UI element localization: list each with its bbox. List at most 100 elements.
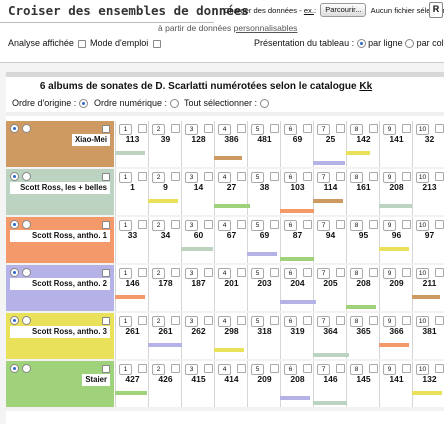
select-all-radio[interactable] (259, 99, 269, 109)
order-numeric-radio[interactable] (169, 99, 179, 109)
cell-checkbox[interactable] (369, 316, 378, 325)
sonata-cell[interactable]: 2 34 (148, 217, 182, 263)
album-numeric-radio[interactable] (22, 124, 31, 133)
cell-checkbox[interactable] (303, 124, 312, 133)
album-numeric-radio[interactable] (22, 172, 31, 181)
cell-checkbox[interactable] (171, 364, 180, 373)
sonata-cell[interactable]: 1 427 (115, 361, 149, 407)
sonata-cell[interactable]: 3 128 (181, 121, 215, 167)
cell-checkbox[interactable] (369, 364, 378, 373)
sonata-cell[interactable]: 10 211 (412, 265, 444, 311)
sonata-cell[interactable]: 2 426 (148, 361, 182, 407)
sonata-cell[interactable]: 6 103 (280, 169, 314, 215)
analyse-checkbox[interactable] (78, 39, 87, 48)
sonata-cell[interactable]: 2 178 (148, 265, 182, 311)
sonata-cell[interactable]: 5 69 (247, 217, 281, 263)
cell-checkbox[interactable] (270, 124, 279, 133)
cell-checkbox[interactable] (270, 220, 279, 229)
cell-checkbox[interactable] (138, 124, 147, 133)
cell-checkbox[interactable] (303, 364, 312, 373)
cell-checkbox[interactable] (204, 124, 213, 133)
cell-checkbox[interactable] (303, 220, 312, 229)
cell-checkbox[interactable] (369, 220, 378, 229)
sonata-cell[interactable]: 8 142 (346, 121, 380, 167)
album-checkbox[interactable] (102, 173, 110, 181)
sonata-cell[interactable]: 5 38 (247, 169, 281, 215)
cell-checkbox[interactable] (270, 172, 279, 181)
cell-checkbox[interactable] (435, 364, 444, 373)
sonata-cell[interactable]: 4 386 (214, 121, 248, 167)
sonata-cell[interactable]: 4 67 (214, 217, 248, 263)
cell-checkbox[interactable] (303, 268, 312, 277)
cell-checkbox[interactable] (237, 364, 246, 373)
par-colonne-radio[interactable] (405, 39, 415, 49)
sonata-cell[interactable]: 4 414 (214, 361, 248, 407)
sonata-cell[interactable]: 10 97 (412, 217, 444, 263)
sonata-cell[interactable]: 1 113 (115, 121, 149, 167)
sonata-cell[interactable]: 7 364 (313, 313, 347, 359)
sonata-cell[interactable]: 7 25 (313, 121, 347, 167)
sonata-cell[interactable]: 7 94 (313, 217, 347, 263)
cell-checkbox[interactable] (336, 316, 345, 325)
cell-checkbox[interactable] (204, 268, 213, 277)
cell-checkbox[interactable] (303, 316, 312, 325)
sonata-cell[interactable]: 3 14 (181, 169, 215, 215)
order-origin-radio[interactable] (78, 99, 88, 109)
catalogue-link[interactable]: Kk (359, 81, 373, 92)
album-origin-radio[interactable] (10, 172, 19, 181)
sonata-cell[interactable]: 4 27 (214, 169, 248, 215)
cell-checkbox[interactable] (402, 268, 411, 277)
cell-checkbox[interactable] (237, 220, 246, 229)
cell-checkbox[interactable] (237, 172, 246, 181)
cell-checkbox[interactable] (138, 172, 147, 181)
cell-checkbox[interactable] (402, 364, 411, 373)
cell-checkbox[interactable] (138, 316, 147, 325)
sonata-cell[interactable]: 5 203 (247, 265, 281, 311)
sonata-cell[interactable]: 7 114 (313, 169, 347, 215)
cell-checkbox[interactable] (270, 316, 279, 325)
par-ligne-radio[interactable] (356, 39, 366, 49)
cell-checkbox[interactable] (171, 268, 180, 277)
cell-checkbox[interactable] (204, 220, 213, 229)
sonata-cell[interactable]: 5 318 (247, 313, 281, 359)
cell-checkbox[interactable] (336, 268, 345, 277)
sonata-cell[interactable]: 5 481 (247, 121, 281, 167)
album-origin-radio[interactable] (10, 316, 19, 325)
album-numeric-radio[interactable] (22, 316, 31, 325)
album-checkbox[interactable] (102, 125, 110, 133)
sonata-cell[interactable]: 8 95 (346, 217, 380, 263)
sonata-cell[interactable]: 9 209 (379, 265, 413, 311)
cell-checkbox[interactable] (171, 220, 180, 229)
sonata-cell[interactable]: 9 96 (379, 217, 413, 263)
cell-checkbox[interactable] (171, 172, 180, 181)
sonata-cell[interactable]: 3 60 (181, 217, 215, 263)
cell-checkbox[interactable] (336, 124, 345, 133)
sonata-cell[interactable]: 1 33 (115, 217, 149, 263)
cell-checkbox[interactable] (435, 172, 444, 181)
album-checkbox[interactable] (102, 269, 110, 277)
sonata-cell[interactable]: 8 208 (346, 265, 380, 311)
sonata-cell[interactable]: 9 141 (379, 121, 413, 167)
album-numeric-radio[interactable] (22, 268, 31, 277)
cell-checkbox[interactable] (138, 268, 147, 277)
cell-checkbox[interactable] (369, 268, 378, 277)
album-checkbox[interactable] (102, 221, 110, 229)
sonata-cell[interactable]: 2 39 (148, 121, 182, 167)
cell-checkbox[interactable] (138, 364, 147, 373)
sonata-cell[interactable]: 3 415 (181, 361, 215, 407)
album-numeric-radio[interactable] (22, 364, 31, 373)
cell-checkbox[interactable] (435, 316, 444, 325)
cell-checkbox[interactable] (369, 172, 378, 181)
cell-checkbox[interactable] (204, 316, 213, 325)
cell-checkbox[interactable] (138, 220, 147, 229)
sonata-cell[interactable]: 7 205 (313, 265, 347, 311)
cell-checkbox[interactable] (204, 364, 213, 373)
sonata-cell[interactable]: 6 87 (280, 217, 314, 263)
sonata-cell[interactable]: 6 208 (280, 361, 314, 407)
album-origin-radio[interactable] (10, 220, 19, 229)
sonata-cell[interactable]: 4 298 (214, 313, 248, 359)
sonata-cell[interactable]: 2 261 (148, 313, 182, 359)
sonata-cell[interactable]: 9 366 (379, 313, 413, 359)
sonata-cell[interactable]: 1 261 (115, 313, 149, 359)
